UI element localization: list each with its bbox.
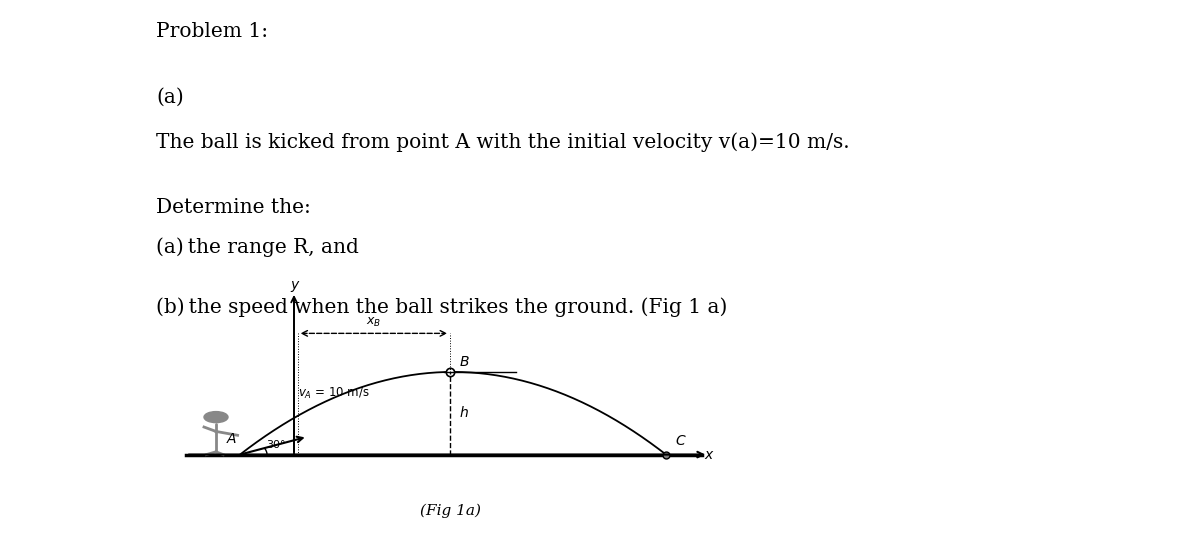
Text: (Fig 1a): (Fig 1a)	[420, 504, 480, 518]
Text: 30°: 30°	[266, 440, 286, 450]
Text: B: B	[460, 355, 469, 369]
Text: A: A	[227, 433, 236, 446]
Text: (a): (a)	[156, 88, 184, 107]
Text: $x_B$: $x_B$	[366, 316, 382, 329]
Text: C: C	[676, 434, 685, 448]
Text: x: x	[704, 447, 713, 462]
Text: h: h	[460, 406, 468, 420]
Text: (b) the speed when the ball strikes the ground. (Fig 1 a): (b) the speed when the ball strikes the …	[156, 298, 727, 317]
Text: $v_A$ = 10 m/s: $v_A$ = 10 m/s	[298, 386, 370, 401]
Text: y: y	[290, 278, 298, 292]
Text: (a) the range R, and: (a) the range R, and	[156, 237, 359, 257]
Circle shape	[204, 412, 228, 423]
Text: Problem 1:: Problem 1:	[156, 22, 268, 41]
Text: The ball is kicked from point A with the initial velocity v(a)=10 m/s.: The ball is kicked from point A with the…	[156, 132, 850, 152]
Text: Determine the:: Determine the:	[156, 198, 311, 217]
